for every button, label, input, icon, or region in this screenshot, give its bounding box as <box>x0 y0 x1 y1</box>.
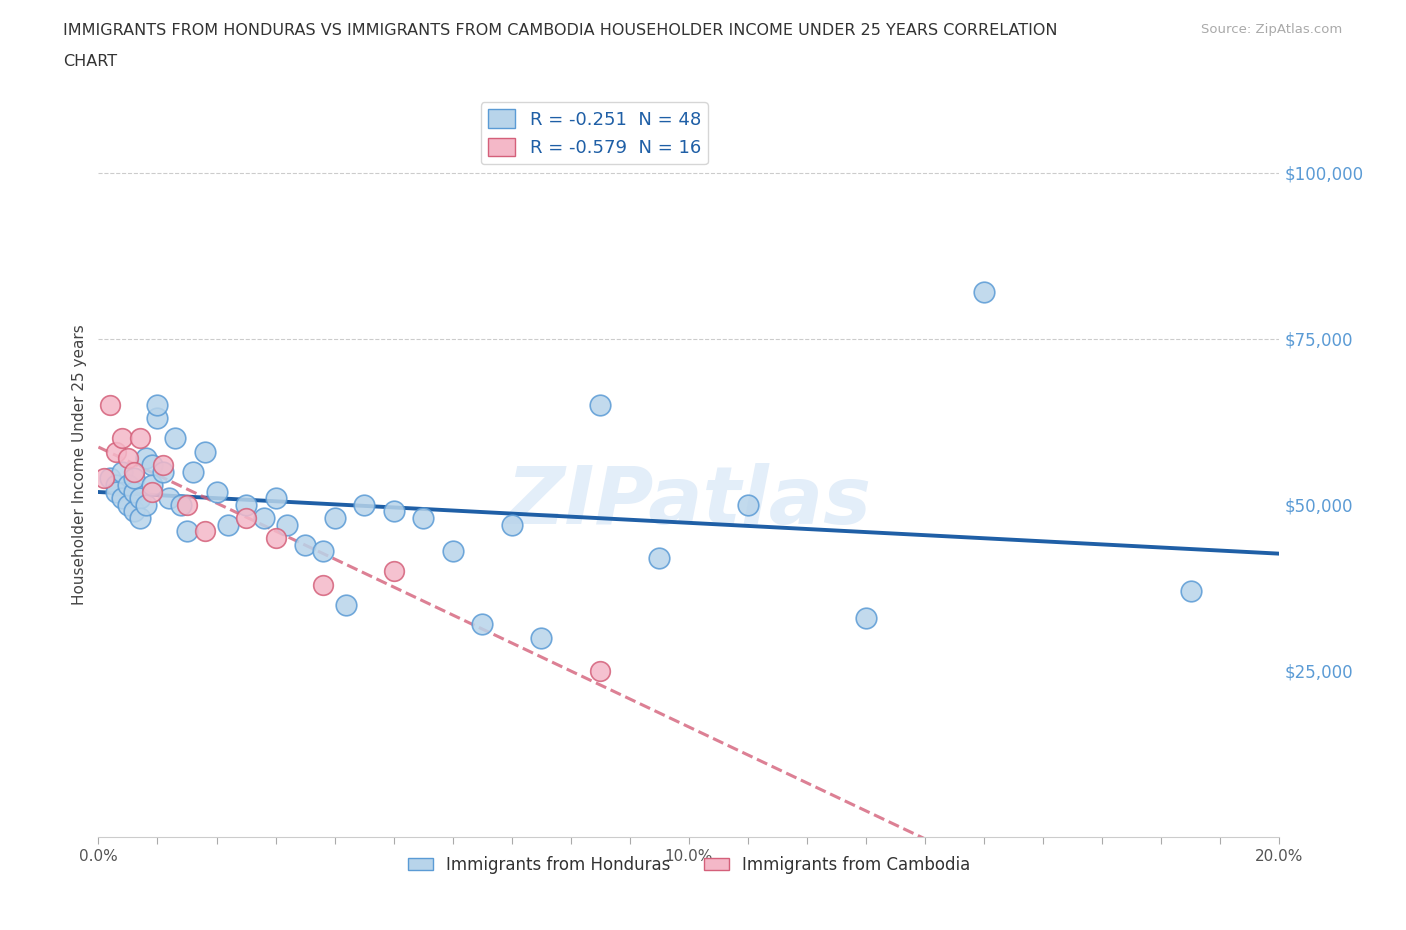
Point <box>276 517 298 532</box>
Text: CHART: CHART <box>63 54 117 69</box>
Point <box>264 491 287 506</box>
Y-axis label: Householder Income Under 25 years: Householder Income Under 25 years <box>72 325 87 605</box>
Point <box>589 398 612 413</box>
Point <box>217 517 239 532</box>
Point <box>176 498 198 512</box>
Text: Source: ZipAtlas.com: Source: ZipAtlas.com <box>1202 23 1343 36</box>
Point <box>105 485 128 499</box>
Point <box>737 498 759 512</box>
Point <box>152 458 174 472</box>
Point <box>176 524 198 538</box>
Point <box>501 517 523 532</box>
Point <box>111 464 134 479</box>
Point <box>128 431 150 445</box>
Point <box>648 551 671 565</box>
Point <box>128 491 150 506</box>
Point <box>235 511 257 525</box>
Point <box>98 398 121 413</box>
Point <box>235 498 257 512</box>
Point <box>382 564 405 578</box>
Point <box>122 485 145 499</box>
Point <box>335 597 357 612</box>
Point <box>111 431 134 445</box>
Point <box>353 498 375 512</box>
Point <box>135 498 157 512</box>
Point <box>973 285 995 299</box>
Point <box>312 578 335 592</box>
Point <box>194 524 217 538</box>
Legend: Immigrants from Honduras, Immigrants from Cambodia: Immigrants from Honduras, Immigrants fro… <box>401 849 977 881</box>
Point <box>855 610 877 625</box>
Point <box>165 431 187 445</box>
Point <box>141 458 163 472</box>
Point <box>181 464 204 479</box>
Point <box>105 477 128 492</box>
Point <box>1180 584 1202 599</box>
Point <box>471 617 494 631</box>
Point <box>312 544 335 559</box>
Point <box>530 631 553 645</box>
Point <box>111 491 134 506</box>
Point <box>264 531 287 546</box>
Point <box>117 498 139 512</box>
Point <box>157 491 180 506</box>
Point <box>122 464 145 479</box>
Text: ZIPatlas: ZIPatlas <box>506 463 872 541</box>
Point <box>141 485 163 499</box>
Point <box>98 471 121 485</box>
Point <box>412 511 434 525</box>
Point <box>253 511 276 525</box>
Point <box>441 544 464 559</box>
Point <box>194 445 217 459</box>
Point <box>294 538 316 552</box>
Point <box>146 398 169 413</box>
Point <box>117 451 139 466</box>
Point <box>93 471 115 485</box>
Point <box>152 464 174 479</box>
Text: IMMIGRANTS FROM HONDURAS VS IMMIGRANTS FROM CAMBODIA HOUSEHOLDER INCOME UNDER 25: IMMIGRANTS FROM HONDURAS VS IMMIGRANTS F… <box>63 23 1057 38</box>
Point <box>128 511 150 525</box>
Point <box>170 498 193 512</box>
Point <box>205 485 228 499</box>
Point <box>122 504 145 519</box>
Point <box>146 411 169 426</box>
Point <box>117 477 139 492</box>
Point <box>135 451 157 466</box>
Point <box>323 511 346 525</box>
Point <box>105 445 128 459</box>
Point <box>122 471 145 485</box>
Point <box>382 504 405 519</box>
Point <box>589 663 612 678</box>
Point <box>141 477 163 492</box>
